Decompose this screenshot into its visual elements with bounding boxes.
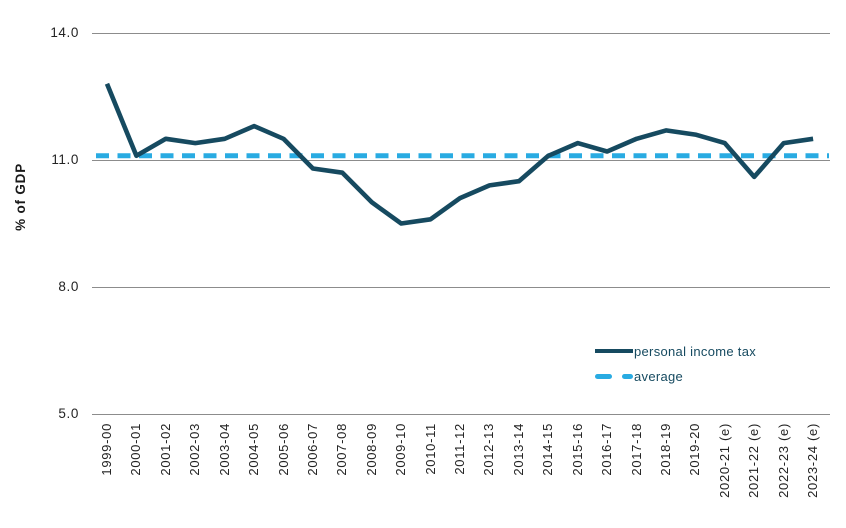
solid-line-swatch xyxy=(595,349,633,353)
y-tick-label: 5.0 xyxy=(58,406,79,421)
y-tick-label: 8.0 xyxy=(58,279,79,294)
gridline xyxy=(92,33,830,34)
legend: personal income tax average xyxy=(595,344,756,394)
gridline xyxy=(92,414,830,415)
legend-item-average: average xyxy=(595,368,756,384)
gridline xyxy=(92,287,830,288)
dashed-line-swatch xyxy=(595,373,633,379)
y-tick-label: 11.0 xyxy=(51,152,79,167)
legend-label: personal income tax xyxy=(634,343,757,359)
legend-label: average xyxy=(634,368,684,384)
personal-income-tax-line xyxy=(104,82,814,226)
gridline xyxy=(92,160,830,161)
legend-item-personal-income-tax: personal income tax xyxy=(595,343,757,359)
y-tick-label: 14.0 xyxy=(50,25,79,40)
